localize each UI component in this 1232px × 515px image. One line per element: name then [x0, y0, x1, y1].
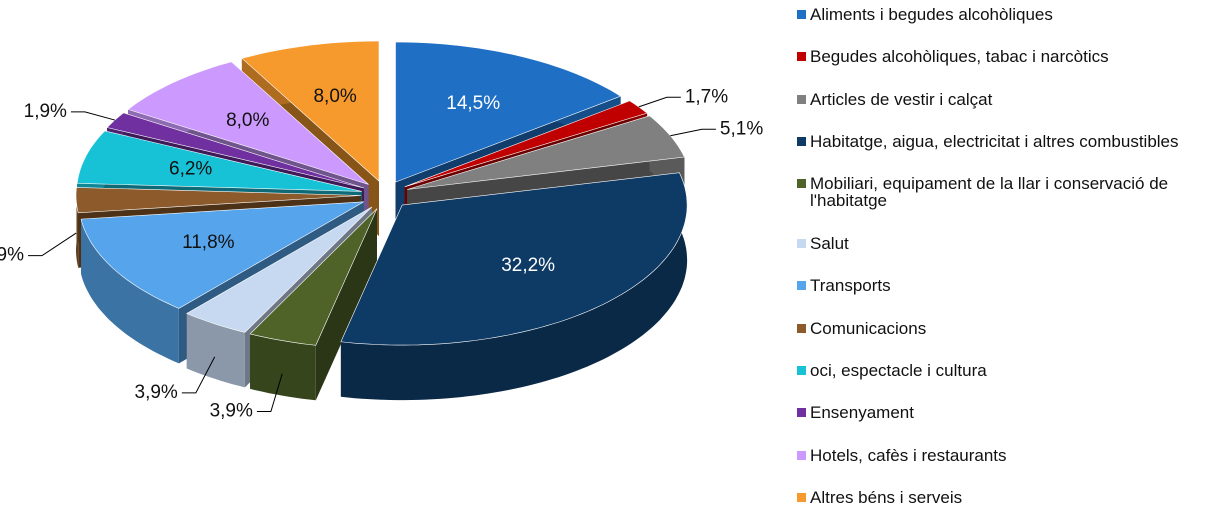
legend-label: Hotels, cafès i restaurants — [810, 445, 1007, 465]
slice — [404, 100, 648, 188]
legend-swatch — [797, 137, 806, 147]
legend-item: Mobiliari, equipament de la llar i conse… — [797, 175, 1227, 209]
legend-item: Transports — [797, 277, 1227, 294]
legend-label: Transports — [810, 276, 891, 296]
legend-label: oci, espectacle i cultura — [810, 360, 987, 380]
leader-line — [70, 111, 115, 121]
legend-label: Ensenyament — [810, 403, 914, 423]
legend-label: Comunicacions — [810, 318, 927, 338]
legend-swatch — [797, 450, 806, 460]
data-label: 1,7% — [685, 86, 728, 107]
legend-item: Altres béns i serveis — [797, 489, 1227, 506]
slice — [76, 130, 362, 192]
legend-item: oci, espectacle i cultura — [797, 362, 1227, 379]
legend-swatch — [797, 179, 806, 189]
leader-line — [638, 96, 681, 108]
data-label: 11,8% — [182, 232, 235, 253]
leader-line — [256, 373, 283, 412]
slice — [127, 61, 369, 185]
slice — [186, 206, 373, 333]
legend-item: Ensenyament — [797, 404, 1227, 421]
legend-label: Begudes alcohòliques, tabac i narcòtics — [810, 47, 1109, 67]
slice-wall — [186, 313, 245, 388]
legend-item: Begudes alcohòliques, tabac i narcòtics — [797, 48, 1227, 65]
legend-swatch — [797, 408, 806, 418]
legend-label: Articles de vestir i calçat — [810, 89, 993, 109]
legend-swatch — [797, 492, 806, 502]
legend-swatch — [797, 365, 806, 375]
legend-swatch — [797, 281, 806, 291]
legend: Aliments i begudes alcohòliques Begudes a… — [797, 6, 1227, 506]
slice-wall — [76, 187, 79, 268]
data-label: 1,9% — [24, 101, 67, 122]
legend-swatch — [797, 238, 806, 248]
slice — [106, 112, 365, 189]
slice-wall — [340, 172, 688, 401]
slice — [395, 41, 622, 183]
legend-item: Hotels, cafès i restaurants — [797, 447, 1227, 464]
slice-wall — [81, 219, 179, 364]
data-label: 14,5% — [446, 93, 500, 114]
legend-item: Habitatge, aigua, electricitat i altres … — [797, 133, 1227, 150]
legend-label: Habitatge, aigua, electricitat i altres … — [810, 132, 1179, 152]
slice — [340, 172, 688, 346]
chart: 14,5% 1,7% 5,1% 32,2% 3,9% 3,9% 11,8% 2,9% 6,2% 1… — [0, 40, 763, 421]
legend-swatch — [797, 10, 806, 19]
legend-label: Altres béns i serveis — [810, 487, 963, 507]
slice — [241, 40, 380, 182]
data-label: 3,9% — [135, 382, 178, 403]
legend-swatch — [797, 52, 806, 62]
legend-label: Aliments i begudes alcohòliques — [810, 5, 1053, 24]
leader-line — [670, 128, 716, 137]
legend-swatch — [797, 323, 806, 333]
slice-wall — [250, 333, 316, 401]
data-label: 3,9% — [210, 400, 253, 421]
data-label: 8,0% — [226, 110, 269, 131]
data-label: 5,1% — [720, 118, 763, 139]
legend-item: Aliments i begudes alcohòliques — [797, 6, 1227, 23]
slice — [75, 187, 362, 214]
leader-line — [27, 232, 77, 257]
legend-label: Mobiliari, equipament de la llar i conse… — [810, 174, 1169, 211]
data-label: 8,0% — [313, 86, 356, 107]
legend-item: Salut — [797, 235, 1227, 252]
data-label: 6,2% — [169, 159, 212, 180]
legend-item: Articles de vestir i calçat — [797, 91, 1227, 108]
leader-line — [181, 356, 216, 394]
legend-item: Comunicacions — [797, 320, 1227, 337]
slice — [80, 201, 365, 309]
data-label: 2,9% — [0, 245, 24, 266]
data-label: 32,2% — [501, 255, 555, 276]
legend-label: Salut — [810, 233, 849, 253]
legend-swatch — [797, 94, 806, 104]
slice — [249, 208, 378, 346]
